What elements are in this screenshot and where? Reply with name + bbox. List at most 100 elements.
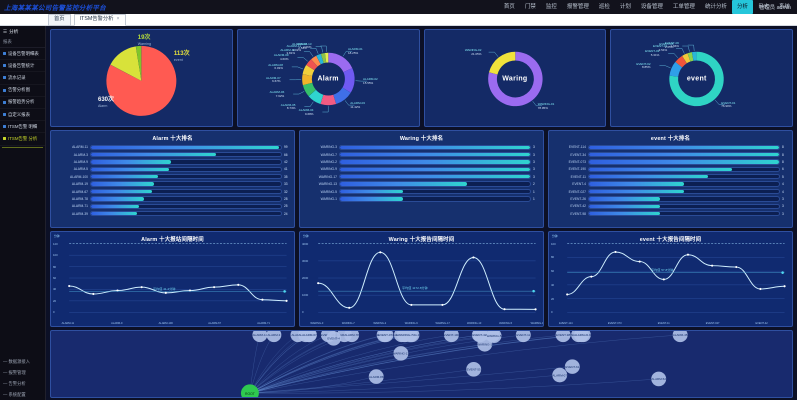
sidebar-footer-item-3[interactable]: — 系统配置 (3, 391, 26, 397)
bar-value: 28 (284, 196, 288, 201)
nav-item-1[interactable]: 门禁 (524, 4, 536, 10)
bar-row[interactable]: EVENT-4 4 (552, 181, 789, 187)
bar-row[interactable]: EVENT-027 4 (552, 188, 789, 195)
nav-item-9[interactable]: 分析 (731, 0, 753, 14)
graph-node[interactable]: EVENT-073 (378, 331, 394, 343)
bar-row[interactable]: ALARM-100 35 (54, 174, 291, 180)
chart-alarm-interval[interactable] (51, 232, 294, 326)
bar-row[interactable]: ALARM-67 32 (54, 188, 291, 195)
y-tick-label: 100 (551, 241, 556, 246)
nav-item-7[interactable]: 工单管理 (672, 4, 695, 10)
bar-row[interactable]: WARING-9 3 (303, 166, 540, 173)
tab-1[interactable]: ITSM告警分析 × (73, 13, 126, 26)
bar-row[interactable]: WARING-5 1 (303, 188, 540, 195)
bar-row[interactable]: ALARM-5 41 (54, 166, 291, 173)
bar-row[interactable]: WARING-2 3 (303, 159, 540, 165)
graph-node[interactable]: EVENT-98 (555, 331, 571, 343)
graph-edge (249, 334, 681, 394)
sidebar-item-label: 告警分析图 (8, 87, 30, 93)
graph-node[interactable]: ALARM-52 (651, 371, 666, 387)
bar-row[interactable]: EVENT-073 8 (552, 159, 789, 165)
chart-event-donut[interactable] (611, 30, 792, 126)
graph-node[interactable]: ALARM-11 (252, 331, 267, 343)
graph-node[interactable]: WARING-13 (393, 346, 410, 361)
nav-item-6[interactable]: 设备管理 (640, 4, 663, 10)
bar-row[interactable]: ALARM-71 25 (54, 203, 291, 210)
graph-root-node[interactable]: ROOT (240, 384, 259, 397)
nav-item-5[interactable]: 计划 (619, 4, 631, 10)
bar-track (90, 211, 282, 217)
graph-node[interactable]: ALARM-88 (368, 369, 384, 384)
bar-row[interactable]: ALARM-78 28 (54, 196, 291, 202)
graph-node[interactable]: ALARM-67 (301, 331, 317, 343)
sidebar-footer-item-0[interactable]: — 数据源接入 (3, 359, 30, 365)
chart-waring-interval[interactable] (300, 232, 543, 326)
nav-item-2[interactable]: 监控 (545, 4, 557, 10)
bar-row[interactable]: EVENT-34 8 (552, 151, 789, 158)
sidebar-item-6[interactable]: ITSM告警 明细 (0, 121, 45, 134)
pie-label-name: Alarm (97, 104, 108, 109)
nav-item-11[interactable]: 系统 (778, 4, 790, 10)
nav-item-10[interactable]: 日志 (757, 4, 769, 10)
chart-waring-donut[interactable] (425, 30, 606, 126)
graph-node[interactable]: WARING-1 (477, 337, 492, 352)
sidebar-item-2[interactable]: 流水记录 (0, 72, 45, 85)
sidebar-item-0[interactable]: 设备告警明细表 (0, 48, 45, 61)
graph-node[interactable]: ALARM-21 (574, 331, 589, 343)
bar-row[interactable]: EVENT-98 3 (552, 211, 789, 217)
chart-total-pie[interactable] (51, 30, 232, 126)
graph-node[interactable]: EVENT-11 (515, 331, 531, 343)
graph-node[interactable]: EVENT-190 (444, 331, 460, 343)
bar-row[interactable]: ALARM-3 66 (54, 151, 291, 158)
chart-alarm-donut[interactable] (238, 30, 419, 126)
nav-item-0[interactable]: 首页 (503, 4, 515, 10)
sidebar-item-5[interactable]: 自定义报表 (0, 109, 45, 122)
pie-label-2: 19次 Warning (138, 35, 151, 46)
bar-row[interactable]: ALARM-11 99 (54, 144, 291, 150)
chart-event-interval[interactable] (549, 232, 792, 326)
bar-row[interactable]: WARING-17 3 (303, 174, 540, 180)
sidebar-item-label: 流水记录 (8, 74, 26, 80)
graph-node[interactable]: ALARM-3 (266, 331, 282, 343)
bar-row[interactable]: EVENT-42 3 (552, 203, 789, 210)
donut-label-percent: 2.06% (302, 45, 312, 50)
graph-node[interactable]: EVENT-61 (564, 359, 580, 374)
tab-0[interactable]: 首页 (48, 13, 71, 26)
close-icon[interactable]: × (116, 16, 120, 22)
graph-node[interactable]: EVENT-4 (326, 331, 342, 346)
graph-node[interactable]: ALARM-07 (552, 367, 567, 383)
bar-row[interactable]: EVENT-11 5 (552, 174, 789, 180)
sidebar-footer-item-1[interactable]: — 报警管理 (3, 370, 26, 376)
sidebar-item-4[interactable]: 报警趋势分析 (0, 97, 45, 109)
sidebar-item-3[interactable]: 告警分析图 (0, 85, 45, 97)
graph-node[interactable]: WARING-7 (397, 331, 413, 343)
bar-row[interactable]: ALARM-39 24 (54, 211, 291, 217)
bar-row[interactable]: EVENT-190 6 (552, 166, 789, 173)
sidebar-item-1[interactable]: 设备告警统计 (0, 60, 45, 73)
graph-edge (249, 334, 413, 394)
relation-graph[interactable]: ALARM-11ALARM-3ALARM-9ALARM-5ALARM-100AL… (51, 331, 792, 397)
graph-node[interactable]: EVENT-55 (466, 362, 482, 377)
x-tick-label: EVENT-073 (607, 322, 622, 325)
sidebar-item-7[interactable]: ITSM告警 分析 (0, 133, 45, 146)
bar-row[interactable]: ALARM-19 33 (54, 181, 291, 187)
graph-node[interactable]: ALARM-45 (672, 331, 688, 343)
bar-row[interactable]: EVENT-26 3 (552, 196, 789, 202)
graph-edge (249, 369, 474, 394)
slice-0 (487, 51, 543, 107)
bar-row[interactable]: EVENT-114 8 (552, 144, 789, 150)
panel-title: Alarm 十大报站间隔时间 (141, 237, 204, 243)
user-label[interactable]: 管理员 admin (759, 5, 791, 11)
bar-row[interactable]: ALARM-9 42 (54, 159, 291, 165)
bar-row[interactable]: WARING-1 1 (303, 196, 540, 202)
nav-item-8[interactable]: 统计分析 (704, 4, 727, 10)
x-tick-label: ALARM-67 (208, 322, 221, 325)
nav-item-3[interactable]: 报警管理 (566, 4, 589, 10)
nav-item-4[interactable]: 巡检 (598, 4, 610, 10)
graph-node[interactable]: ALARM-78 (344, 331, 359, 343)
bar-row[interactable]: WARING-13 2 (303, 181, 540, 187)
donut-label-0: ALARM-01 18.25% (348, 47, 363, 55)
bar-row[interactable]: WARING-3 3 (303, 144, 540, 150)
sidebar-footer-item-2[interactable]: — 告警分析 (3, 380, 26, 386)
bar-row[interactable]: WARING-7 3 (303, 151, 540, 158)
